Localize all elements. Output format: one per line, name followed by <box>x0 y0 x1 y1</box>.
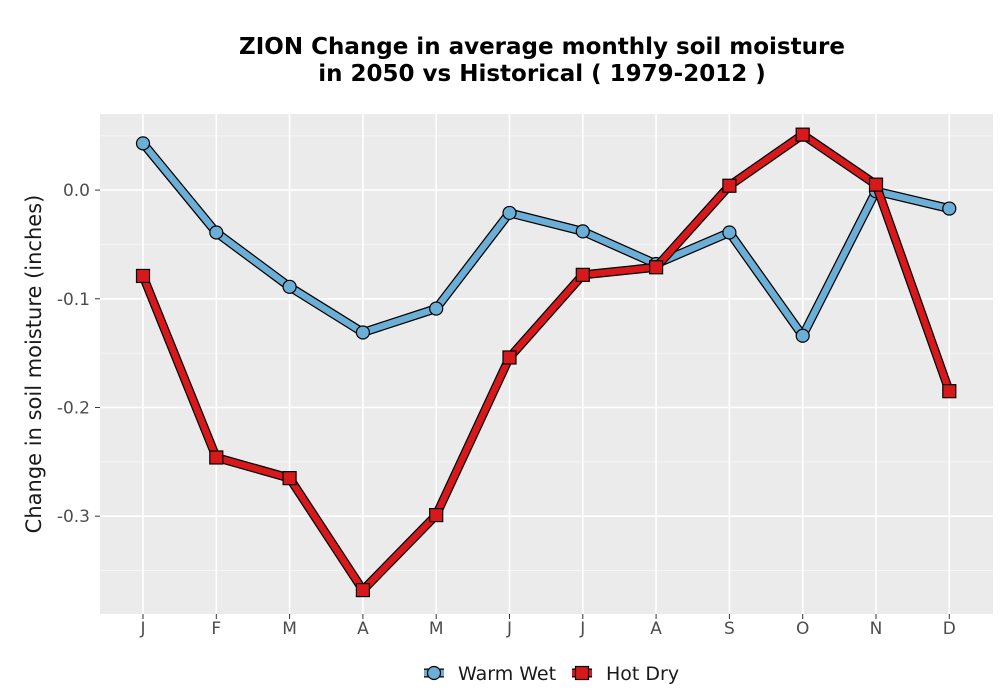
series-hot-dry <box>135 127 957 598</box>
y-tick-label: -0.3 <box>57 507 90 527</box>
data-point <box>722 225 737 240</box>
data-point <box>575 267 590 282</box>
data-point <box>355 582 370 598</box>
legend-label: Hot Dry <box>606 663 679 685</box>
data-point <box>282 471 297 486</box>
chart-title-line-2: in 2050 vs Historical ( 1979-2012 ) <box>318 61 765 87</box>
data-point <box>135 268 151 284</box>
y-tick-label: 0.0 <box>63 181 90 201</box>
plot-panel <box>100 114 993 614</box>
data-point <box>942 384 957 399</box>
data-point <box>209 225 224 240</box>
legend-key-marker <box>574 665 590 681</box>
data-point <box>209 450 224 465</box>
x-tick-label: J <box>506 619 512 639</box>
x-tick-label: S <box>724 619 735 639</box>
series-line <box>139 140 953 339</box>
data-point <box>282 279 297 294</box>
x-tick-label: M <box>282 619 297 639</box>
x-tick-label: J <box>579 619 585 639</box>
data-point <box>502 350 517 365</box>
y-tick-label: -0.2 <box>57 398 90 418</box>
y-axis-title: Change in soil moisture (inches) <box>22 195 46 534</box>
legend-item-warm-wet: Warm Wet <box>424 663 556 685</box>
data-point <box>135 136 151 151</box>
x-tick-label: D <box>943 619 956 639</box>
legend-key-marker <box>426 665 442 681</box>
series-line <box>139 131 953 594</box>
data-point <box>722 178 737 193</box>
x-tick-label: O <box>796 619 809 639</box>
legend-item-hot-dry: Hot Dry <box>572 663 679 685</box>
data-point <box>575 224 590 239</box>
data-point <box>355 325 370 340</box>
grid-lines <box>100 114 993 614</box>
chart-title-line-1: ZION Change in average monthly soil mois… <box>239 34 845 60</box>
data-point <box>429 301 444 316</box>
data-point <box>868 177 884 192</box>
x-tick-label: A <box>357 619 369 639</box>
x-tick-label: M <box>429 619 444 639</box>
y-axis-ticks: 0.0 -0.1 -0.2 -0.3 <box>57 181 100 527</box>
data-point <box>648 260 664 275</box>
y-tick-label: -0.1 <box>57 290 90 310</box>
x-tick-label: F <box>211 619 221 639</box>
x-tick-label: A <box>650 619 662 639</box>
data-point <box>429 507 444 523</box>
data-point <box>502 205 517 221</box>
series-layer <box>135 127 957 598</box>
data-point <box>795 328 810 343</box>
x-tick-label: J <box>139 619 145 639</box>
legend: Warm Wet Hot Dry <box>424 663 679 685</box>
data-point <box>795 127 810 142</box>
legend-label: Warm Wet <box>458 663 556 685</box>
data-point <box>942 201 957 216</box>
x-tick-label: N <box>870 619 883 639</box>
